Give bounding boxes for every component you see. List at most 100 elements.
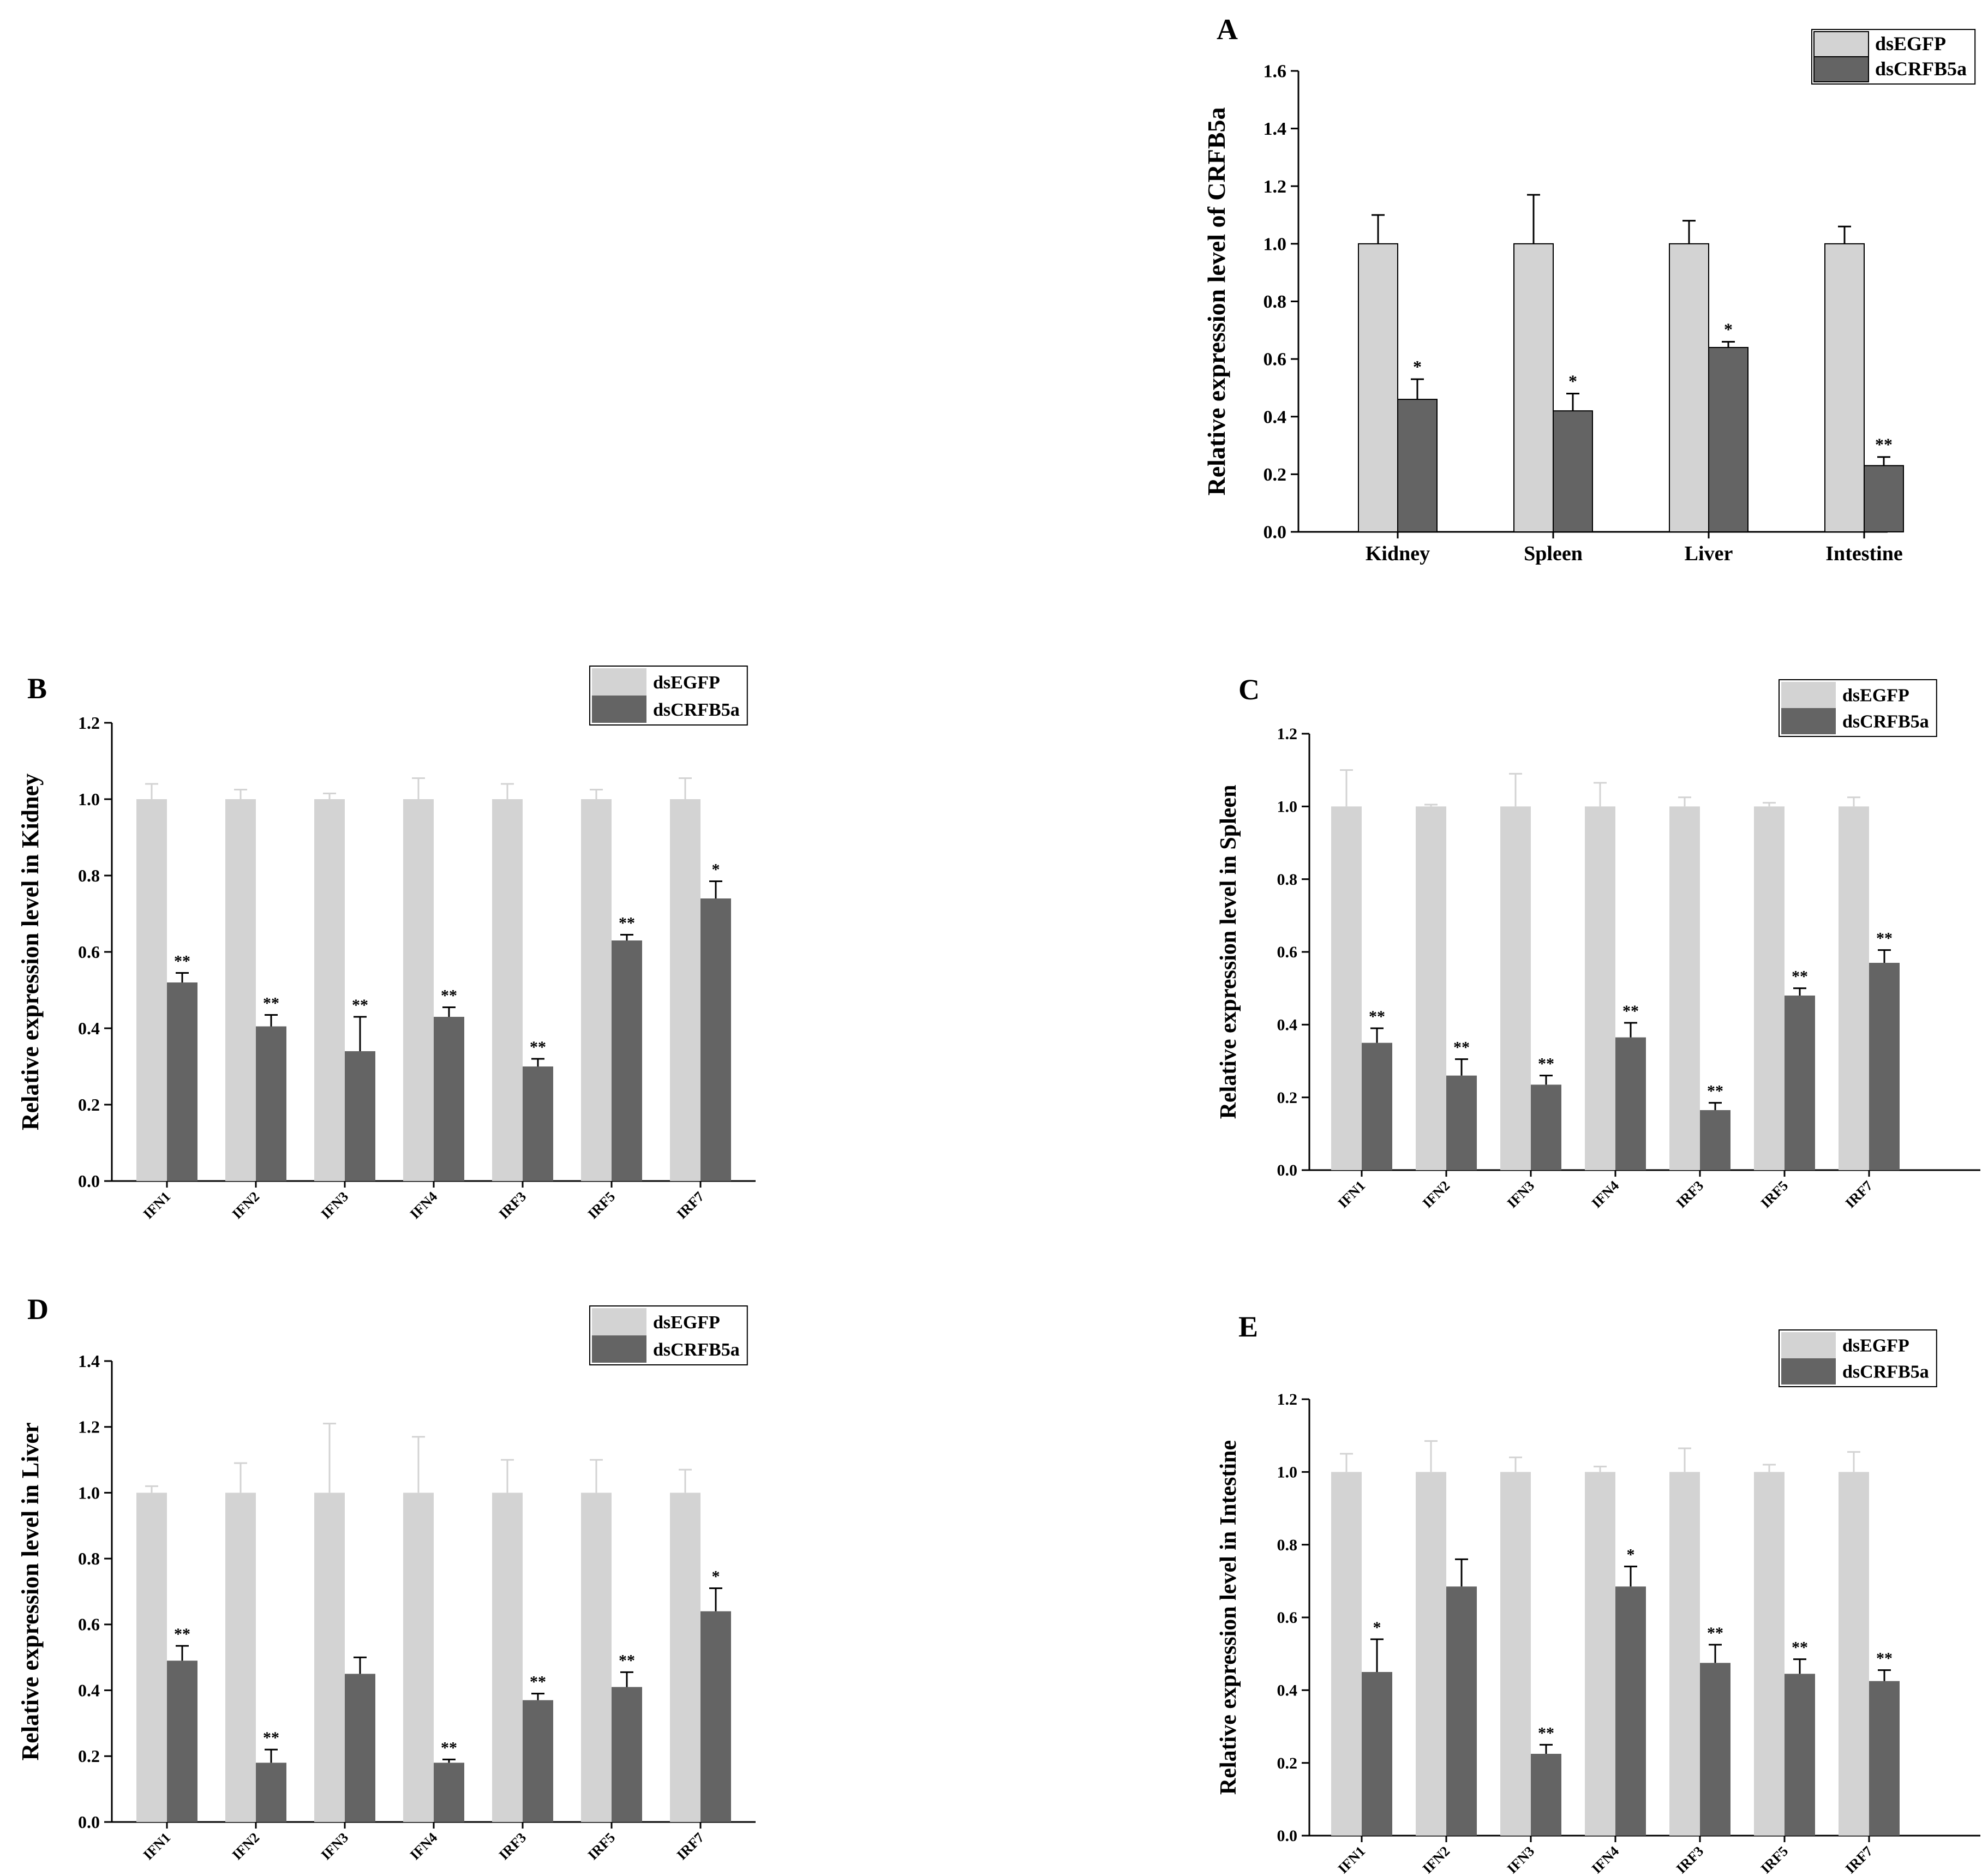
bar-dscrfb5a	[1700, 1110, 1730, 1170]
x-tick-label: IFN4	[407, 1830, 440, 1863]
y-tick-label: 1.2	[78, 713, 100, 733]
bar-dscrfb5a	[700, 1611, 731, 1822]
y-tick-label: 0.8	[78, 866, 100, 885]
y-tick-label: 0.4	[1277, 1682, 1298, 1700]
bar-dsegfp	[225, 799, 256, 1181]
bar-dsegfp	[1824, 243, 1865, 532]
panel-letter: C	[1238, 673, 1260, 706]
significance-marker: **	[1876, 1650, 1893, 1668]
significance-marker: **	[1875, 435, 1893, 454]
x-tick-label: IFN1	[140, 1830, 173, 1863]
significance-marker: **	[1792, 968, 1808, 986]
bar-dsegfp	[1839, 806, 1869, 1170]
legend-label: dsCRFB5a	[1842, 712, 1929, 732]
significance-marker: *	[1413, 357, 1422, 376]
significance-marker: **	[352, 996, 368, 1014]
bar-dsegfp	[1358, 243, 1398, 532]
y-tick-label: 1.0	[1277, 1464, 1298, 1482]
bar-dsegfp	[314, 1493, 345, 1822]
significance-marker: *	[712, 861, 720, 879]
legend-swatch-dsegfp	[592, 668, 646, 696]
bar-dsegfp	[581, 799, 612, 1181]
y-tick-label: 0.4	[1264, 407, 1287, 427]
y-tick-label: 1.4	[1264, 119, 1287, 139]
legend-box	[589, 666, 748, 726]
bar-dsegfp	[1585, 806, 1615, 1170]
legend-label: dsEGFP	[1842, 1336, 1909, 1356]
bar-dsegfp	[1839, 1472, 1869, 1836]
significance-marker: **	[1538, 1724, 1554, 1742]
y-tick-label: 0.0	[78, 1171, 100, 1191]
legend-swatch-dscrfb5a	[592, 696, 646, 723]
y-tick-label: 0.2	[1277, 1754, 1298, 1772]
y-tick-label: 0.4	[1277, 1016, 1298, 1034]
bar-dscrfb5a	[434, 1763, 464, 1822]
legend-box	[1779, 1329, 1937, 1387]
x-tick-label: IFN1	[1335, 1178, 1368, 1211]
y-tick-label: 1.6	[1264, 62, 1287, 82]
significance-marker: *	[1724, 319, 1733, 339]
bar-dscrfb5a	[1446, 1075, 1477, 1170]
significance-marker: **	[619, 914, 635, 932]
legend-label: dsEGFP	[1875, 33, 1946, 55]
y-tick-label: 1.0	[1264, 234, 1287, 254]
bar-dsegfp	[403, 799, 434, 1181]
y-tick-label: 0.2	[78, 1095, 100, 1114]
x-tick-label: IRF5	[585, 1189, 618, 1222]
bar-dscrfb5a	[167, 982, 197, 1181]
y-tick-label: 0.2	[78, 1746, 100, 1766]
bar-dsegfp	[1669, 1472, 1700, 1836]
panel-letter: A	[1217, 13, 1238, 46]
significance-marker: *	[1568, 371, 1577, 391]
significance-marker: **	[1369, 1008, 1385, 1026]
x-tick-label: IFN2	[1420, 1178, 1453, 1211]
significance-marker: **	[263, 994, 279, 1012]
y-tick-label: 0.8	[78, 1549, 100, 1568]
x-tick-label: IRF5	[585, 1830, 618, 1863]
significance-marker: **	[530, 1673, 546, 1691]
legend-label: dsEGFP	[653, 1312, 720, 1333]
x-tick-label: IFN3	[1504, 1178, 1537, 1211]
y-tick-label: 0.2	[1277, 1089, 1298, 1107]
legend-swatch-dsegfp	[1781, 1332, 1836, 1358]
y-tick-label: 0.2	[1264, 465, 1287, 485]
y-tick-label: 1.2	[78, 1417, 100, 1437]
bar-dscrfb5a	[345, 1051, 375, 1181]
bar-dscrfb5a	[1700, 1663, 1730, 1836]
y-tick-label: 1.2	[1277, 1390, 1298, 1409]
x-tick-label: IFN1	[140, 1189, 173, 1222]
chart-panel-c: C Relative expression level in Spleen 0.0 0…	[1216, 673, 1980, 1211]
bar-dscrfb5a	[1615, 1037, 1646, 1170]
bar-dscrfb5a	[256, 1763, 286, 1822]
bar-dscrfb5a	[1362, 1672, 1392, 1836]
bar-dsegfp	[136, 1493, 167, 1822]
significance-marker: **	[1707, 1082, 1723, 1100]
y-tick-label: 0.6	[1277, 943, 1298, 961]
legend-swatch-dsegfp	[1781, 682, 1836, 708]
bar-dsegfp	[1513, 243, 1554, 532]
x-tick-label: IRF7	[1842, 1843, 1876, 1876]
bar-dscrfb5a	[1708, 347, 1749, 532]
bar-dsegfp	[314, 799, 345, 1181]
y-tick-label: 0.0	[1277, 1161, 1298, 1179]
legend-label: dsCRFB5a	[1842, 1362, 1929, 1382]
significance-marker: **	[174, 1625, 190, 1643]
significance-marker: *	[1627, 1546, 1635, 1564]
bar-dsegfp	[225, 1493, 256, 1822]
x-tick-label: Kidney	[1366, 542, 1430, 565]
x-tick-label: Liver	[1685, 542, 1733, 565]
bar-dsegfp	[492, 799, 523, 1181]
legend-label: dsCRFB5a	[1875, 58, 1967, 80]
x-tick-label: IFN2	[229, 1189, 262, 1222]
y-axis-label: Relative expression level in Spleen	[1216, 785, 1241, 1119]
y-axis-label: Relative expression level of CRFB5a	[1202, 107, 1230, 495]
bar-dsegfp	[1416, 1472, 1446, 1836]
legend-swatch-dscrfb5a	[1781, 1358, 1836, 1384]
significance-marker: **	[263, 1729, 279, 1747]
significance-marker: **	[1538, 1055, 1554, 1073]
bar-dscrfb5a	[1615, 1586, 1646, 1836]
bar-dsegfp	[1669, 806, 1700, 1170]
bar-dscrfb5a	[1397, 399, 1438, 532]
bar-dscrfb5a	[1362, 1042, 1392, 1170]
significance-marker: **	[441, 987, 457, 1005]
